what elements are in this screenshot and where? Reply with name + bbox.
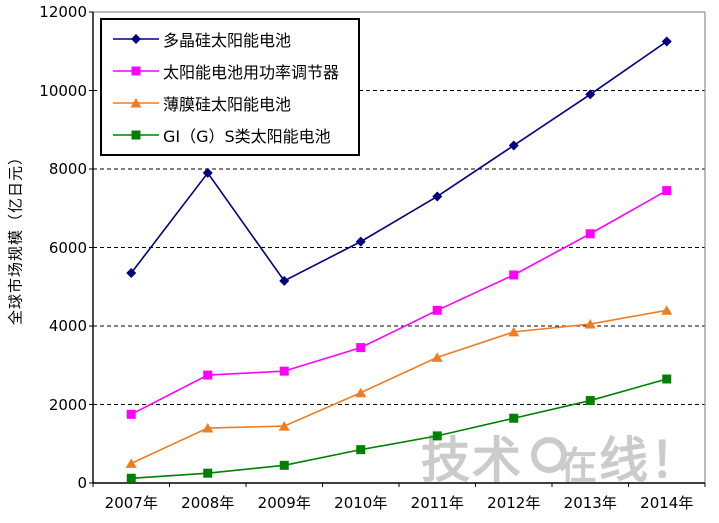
legend-label: 多晶硅太阳能电池 [163, 31, 292, 50]
square-marker-icon [131, 66, 141, 76]
square-marker-icon [131, 130, 141, 140]
series-line [131, 378, 667, 480]
x-tick-label: 2012年 [487, 494, 541, 512]
y-tick-label: 0 [77, 474, 87, 492]
diamond-marker-icon [585, 89, 596, 100]
square-marker-icon [585, 396, 595, 406]
square-marker-icon [432, 431, 442, 441]
watermark-text-prefix: 技术 [421, 432, 524, 489]
triangle-marker-icon [202, 423, 214, 433]
x-tick-label: 2010年 [334, 494, 388, 512]
square-marker-icon [203, 468, 213, 478]
legend-label: 太阳能电池用功率调节器 [163, 63, 340, 82]
y-tick-label: 12000 [39, 3, 87, 21]
x-tick-label: 2009年 [257, 494, 311, 512]
diamond-legend-marker-icon [113, 34, 159, 44]
x-tick-label: 2014年 [640, 494, 694, 512]
diamond-marker-icon [355, 236, 366, 247]
square-marker-icon [509, 413, 519, 423]
legend-label: 薄膜硅太阳能电池 [163, 95, 292, 114]
triangle-marker-icon [431, 352, 443, 362]
legend-item: 太阳能电池用功率调节器 [112, 59, 354, 83]
triangle-marker-icon [584, 319, 596, 329]
triangle-marker-icon [355, 387, 367, 398]
series-line [130, 309, 667, 465]
square-legend-marker-icon [113, 130, 159, 140]
diamond-marker-icon [131, 34, 141, 44]
square-marker-icon [585, 229, 595, 239]
x-tick-label: 2011年 [410, 494, 464, 512]
y-tick-label: 10000 [39, 81, 87, 100]
watermark-text-mid: 在 [559, 444, 600, 488]
series-line [130, 189, 668, 416]
y-tick-label: 4000 [48, 317, 87, 335]
watermark: 技术 在 线！ [421, 436, 701, 485]
square-marker-icon [356, 343, 366, 353]
legend-item: 薄膜硅太阳能电池 [112, 91, 354, 115]
legend: 多晶硅太阳能电池太阳能电池用功率调节器 薄膜硅太阳能电池 GI（G）S类太阳能电池 [100, 18, 360, 156]
triangle-marker-icon [508, 326, 520, 337]
series-line [130, 40, 668, 282]
legend-label: GI（G）S类太阳能电池 [163, 127, 331, 146]
diamond-marker-icon [202, 167, 213, 178]
square-marker-icon [203, 370, 213, 380]
square-marker-icon [662, 186, 672, 196]
square-marker-icon [279, 366, 289, 376]
triangle-marker-icon [130, 98, 142, 108]
diamond-marker-icon [432, 191, 443, 202]
y-tick-label: 2000 [48, 395, 87, 414]
legend-item: 多晶硅太阳能电池 [112, 27, 354, 51]
diamond-marker-icon [279, 275, 290, 286]
triangle-legend-marker-icon [113, 98, 159, 108]
triangle-marker-icon [125, 458, 137, 468]
square-marker-icon [356, 445, 366, 455]
ring-icon [531, 437, 568, 473]
x-tick-label: 2013年 [563, 494, 617, 512]
diamond-marker-icon [126, 268, 137, 279]
y-tick-label: 6000 [48, 238, 87, 257]
y-tick-label: 8000 [48, 160, 87, 178]
square-marker-icon [432, 305, 442, 315]
diamond-marker-icon [508, 140, 519, 151]
diamond-marker-icon [661, 36, 672, 47]
triangle-marker-icon [661, 305, 673, 315]
square-marker-icon [279, 460, 289, 470]
legend-item: GI（G）S类太阳能电池 [112, 123, 354, 147]
square-legend-marker-icon [113, 66, 159, 76]
x-tick-label: 2007年 [104, 494, 158, 512]
x-tick-label: 2008年 [181, 494, 235, 512]
square-marker-icon [509, 270, 519, 280]
square-marker-icon [126, 409, 136, 419]
triangle-marker-icon [278, 421, 290, 431]
watermark-text-suffix: 线！ [599, 432, 702, 489]
square-marker-icon [662, 374, 672, 384]
square-marker-icon [126, 473, 136, 483]
